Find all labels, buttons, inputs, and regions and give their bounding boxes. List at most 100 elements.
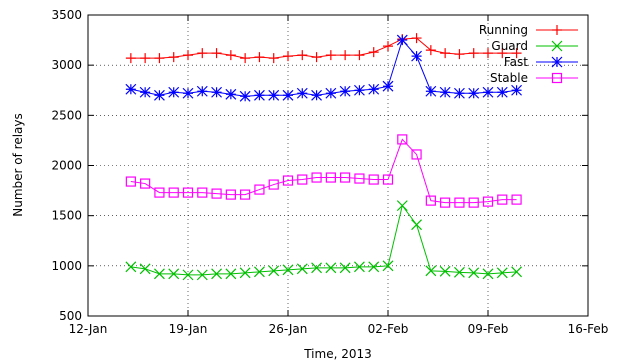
stable-point [468,197,479,208]
stable-point [454,197,465,208]
fast-point [425,85,437,97]
fast-point [268,89,280,101]
guard-point [239,267,251,279]
y-tick-label: 1500 [51,209,82,223]
running-point [154,53,165,64]
running-point [183,50,193,61]
running-point [440,48,451,59]
y-tick-label: 1000 [51,259,82,273]
y-tick-label: 500 [59,309,82,323]
y-tick-label: 2000 [51,159,82,173]
x-tick-label: 26-Jan [269,322,308,336]
fast-point [482,86,494,98]
fast-point [382,80,394,92]
running-line [130,37,517,59]
fast-point [239,90,251,102]
running-point [425,45,436,56]
running-point [140,53,151,64]
stable-point [411,149,422,160]
stable-point [497,194,508,205]
running-point [268,53,279,64]
guard-point [154,268,165,280]
legend-label-guard: Guard [491,39,528,53]
legend-swatch-marker [551,40,563,52]
stable-point [182,187,194,198]
fast-point [411,50,422,62]
stable-point [268,179,279,190]
guard-point [168,268,180,280]
guard-point [268,265,280,277]
axis-ticks: 12-Jan 19-Jan 26-Jan 02-Feb 09-Feb 16-Feb 500 1… [51,8,608,336]
guard-point [468,267,480,279]
guard-point [382,260,394,272]
guard-point [439,265,451,277]
stable-point [368,174,379,185]
fast-line [130,39,517,97]
legend-label-fast: Fast [504,55,528,69]
stable-point [225,189,236,200]
fast-point [325,87,337,99]
fast-point [368,83,380,95]
fast-point [511,84,522,96]
fast-point [296,87,308,99]
guard-point [511,266,522,278]
guard-point [296,263,308,275]
x-tick-label: 09-Feb [468,322,509,336]
guard-point [254,266,265,278]
series-guard [125,200,522,281]
fast-point [168,86,180,98]
fast-point [182,87,194,99]
fast-point [311,89,322,101]
y-tick-label: 3500 [51,8,82,22]
guard-point [425,265,437,277]
legend-swatch-marker [552,25,562,35]
fast-point [139,86,151,98]
running-point [511,48,522,59]
fast-point [354,84,365,96]
fast-point [225,88,237,100]
guard-point [196,269,208,281]
stable-point [340,172,351,183]
running-point [311,52,322,63]
running-point [325,50,336,61]
series-fast [125,34,522,102]
y-axis-title: Number of relays [11,113,25,217]
running-point [340,50,351,61]
x-tick-label: 19-Jan [169,322,208,336]
stable-point [440,197,451,208]
running-point [125,53,136,64]
running-point [211,48,222,59]
fast-point [125,83,137,95]
guard-point [211,268,222,280]
fast-point [196,85,208,97]
series-running [125,33,522,64]
stable-point [397,134,408,145]
stable-point [511,194,522,205]
stable-point [211,188,222,199]
fast-point [496,86,508,98]
stable-point [168,187,179,198]
running-point [254,52,265,63]
running-point [197,48,208,59]
guard-point [354,261,365,273]
fast-point [468,87,480,99]
running-point [354,50,365,61]
stable-point [311,172,322,183]
fast-point [454,87,465,99]
running-point [383,41,393,52]
running-point [497,48,508,59]
fast-point [154,89,165,101]
stable-point [140,178,151,189]
stable-point [125,176,136,187]
y-tick-label: 3000 [51,58,82,72]
running-point [225,50,236,61]
stable-point [282,175,294,186]
fast-point [282,89,294,101]
fast-point [211,86,222,98]
guard-point [411,219,422,231]
series-stable [125,134,522,208]
guard-line [130,204,517,276]
stable-point [382,174,394,185]
x-axis-title: Time, 2013 [303,347,372,361]
guard-point [454,266,465,278]
